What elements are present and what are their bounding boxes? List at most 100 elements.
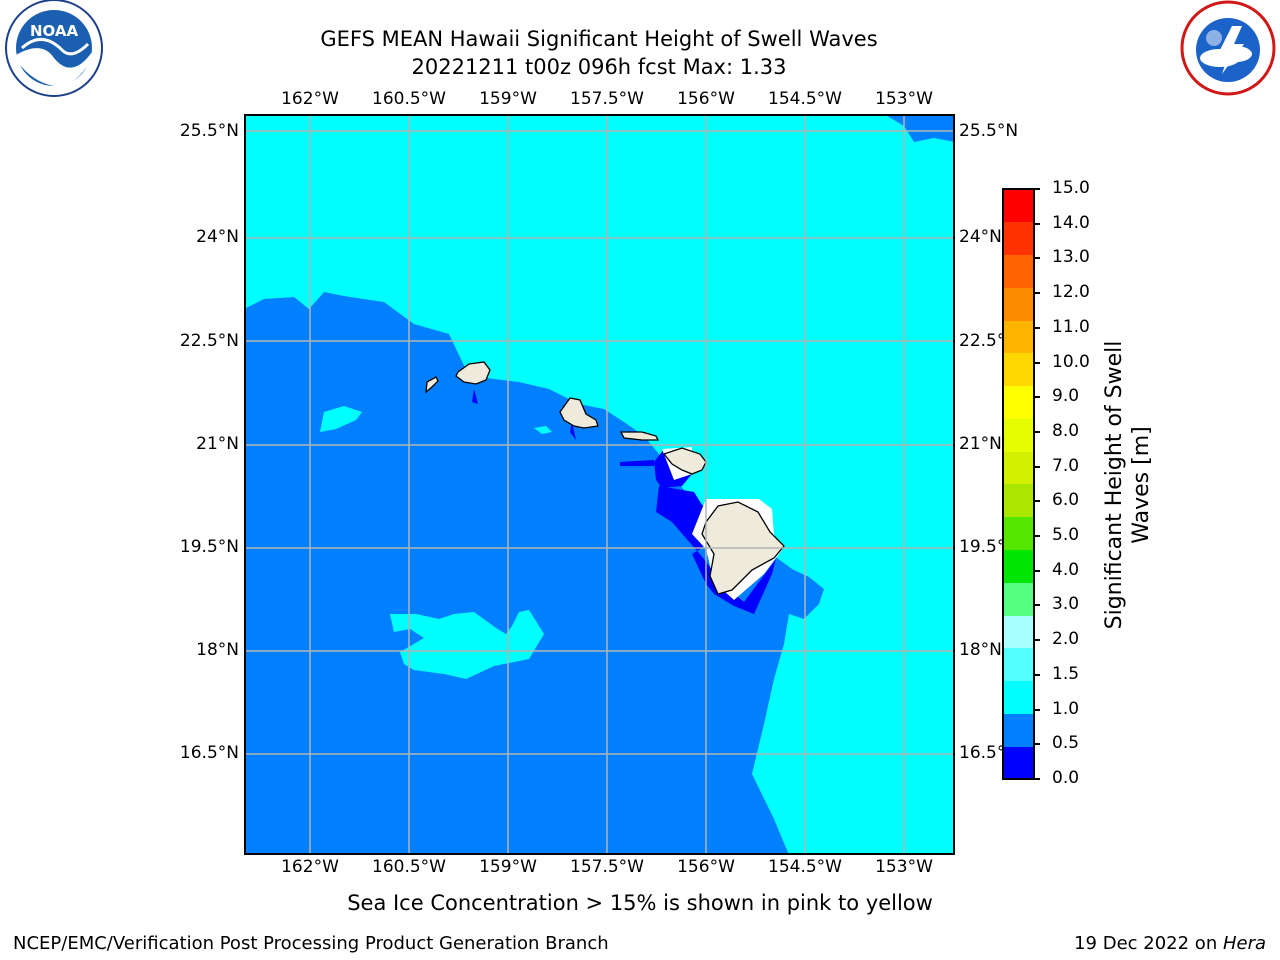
colorbar-tick-label: 11.0	[1052, 316, 1090, 337]
lon-label-bottom: 157.5°W	[570, 857, 644, 877]
colorbar-tick-mark	[1034, 326, 1040, 329]
colorbar-tick-label: 5.0	[1052, 525, 1080, 546]
colorbar-segment	[1003, 516, 1034, 551]
colorbar-frame	[1002, 188, 1035, 780]
colorbar-segment	[1003, 287, 1034, 321]
colorbar-segment	[1003, 647, 1034, 682]
colorbar-tick-mark	[1034, 673, 1040, 676]
footer-date: 19 Dec 2022 on	[1074, 933, 1223, 954]
colorbar-tick-label: 14.0	[1052, 212, 1090, 233]
island-kauai	[455, 361, 491, 385]
swell-region-low	[244, 292, 824, 855]
colorbar-segment	[1003, 254, 1034, 288]
lon-label-bottom: 160.5°W	[372, 857, 446, 877]
colorbar-title-line1: Significant Height of Swell	[1102, 340, 1127, 630]
colorbar	[1002, 188, 1035, 780]
colorbar-tick-label: 1.5	[1052, 663, 1080, 684]
island-molokai	[619, 431, 660, 441]
colorbar-tick-mark	[1034, 361, 1040, 364]
lon-label-bottom: 154.5°W	[768, 857, 842, 877]
lat-label-left: 25.5°N	[179, 121, 239, 141]
colorbar-tick-label: 15.0	[1052, 178, 1090, 198]
lat-label-left: 24°N	[196, 227, 239, 247]
colorbar-tick-label: 3.0	[1052, 594, 1080, 615]
lon-label-top: 159°W	[479, 89, 537, 109]
colorbar-tick-mark	[1034, 639, 1040, 642]
colorbar-tick-mark	[1034, 257, 1040, 260]
colorbar-tick-mark	[1034, 778, 1040, 780]
lat-label-right: 21°N	[959, 434, 1002, 454]
map-frame	[244, 114, 955, 855]
swell-height-map	[244, 114, 955, 855]
lat-label-left: 19.5°N	[179, 537, 239, 557]
colorbar-tick-label: 0.0	[1052, 768, 1080, 788]
lon-label-bottom: 156°W	[677, 857, 735, 877]
island-oahu	[559, 397, 599, 429]
noaa-logo: NOAA	[2, 0, 106, 100]
colorbar-segment	[1003, 549, 1034, 583]
colorbar-tick-mark	[1034, 500, 1040, 503]
footer-branch: NCEP/EMC/Verification Post Processing Pr…	[13, 933, 609, 954]
lon-label-top: 162°W	[281, 89, 339, 109]
colorbar-segment	[1003, 615, 1034, 649]
colorbar-tick-mark	[1034, 292, 1040, 295]
footer-host: Hera	[1222, 933, 1266, 954]
island-maui	[662, 447, 707, 475]
footer-date-host: 19 Dec 2022 on Hera	[1074, 933, 1266, 954]
colorbar-tick-label: 8.0	[1052, 420, 1080, 441]
colorbar-tick-mark	[1034, 569, 1040, 572]
colorbar-segment	[1003, 320, 1034, 354]
colorbar-segment	[1003, 385, 1034, 419]
colorbar-tick-mark	[1034, 430, 1040, 433]
colorbar-tick-mark	[1034, 396, 1040, 399]
colorbar-tick-labels: 0.0 0.5 1.0 1.5 2.0 3.0 4.0 5.0 6.0 7.0 8.0 9.0 10.0…	[1034, 0, 1120, 960]
map-grid	[244, 114, 955, 855]
colorbar-tick-mark	[1034, 222, 1040, 225]
lat-label-left: 18°N	[196, 640, 239, 660]
lat-label-right: 24°N	[959, 227, 1002, 247]
colorbar-tick-mark	[1034, 465, 1040, 468]
lat-label-right: 18°N	[959, 640, 1002, 660]
colorbar-tick-label: 9.0	[1052, 386, 1080, 407]
nws-logo	[1176, 0, 1280, 100]
lon-label-bottom: 162°W	[281, 857, 339, 877]
lon-label-top: 154.5°W	[768, 89, 842, 109]
colorbar-segment	[1003, 484, 1034, 518]
colorbar-tick-label: 10.0	[1052, 351, 1090, 372]
colorbar-tick-label: 0.5	[1052, 733, 1080, 754]
chart-subtitle: 20221211 t00z 096h fcst Max: 1.33	[411, 55, 787, 79]
lon-label-top: 156°W	[677, 89, 735, 109]
colorbar-segment	[1003, 713, 1034, 747]
colorbar-title-line2: Waves [m]	[1129, 426, 1154, 544]
lat-label-left: 16.5°N	[179, 743, 239, 763]
colorbar-tick-mark	[1034, 535, 1040, 538]
lat-label-right: 25.5°N	[959, 121, 1019, 141]
colorbar-segment	[1003, 680, 1034, 714]
lon-label-top: 160.5°W	[372, 89, 446, 109]
colorbar-tick-label: 1.0	[1052, 698, 1080, 719]
colorbar-tick-label: 13.0	[1052, 247, 1090, 268]
colorbar-tick-label: 6.0	[1052, 490, 1080, 511]
colorbar-tick-label: 4.0	[1052, 559, 1080, 580]
lat-label-left: 21°N	[196, 434, 239, 454]
colorbar-segment	[1003, 418, 1034, 452]
colorbar-segment	[1003, 582, 1034, 616]
colorbar-tick-label: 2.0	[1052, 629, 1080, 650]
colorbar-tick-label: 7.0	[1052, 455, 1080, 476]
colorbar-tick-label: 12.0	[1052, 282, 1090, 303]
colorbar-tick-mark	[1034, 708, 1040, 711]
island-niihau	[425, 376, 439, 394]
colorbar-tick-mark	[1034, 604, 1040, 607]
lon-label-top: 153°W	[875, 89, 933, 109]
lon-label-bottom: 159°W	[479, 857, 537, 877]
lat-label-left: 22.5°N	[179, 331, 239, 351]
sea-ice-note: Sea Ice Concentration > 15% is shown in …	[347, 891, 933, 915]
colorbar-segment	[1003, 189, 1034, 223]
colorbar-segment	[1003, 746, 1034, 780]
noaa-logo-text: NOAA	[30, 22, 79, 40]
colorbar-segment	[1003, 352, 1034, 387]
colorbar-segment	[1003, 221, 1034, 256]
lon-label-top: 157.5°W	[570, 89, 644, 109]
colorbar-tick-mark	[1034, 188, 1040, 190]
colorbar-tick-mark	[1034, 743, 1040, 746]
